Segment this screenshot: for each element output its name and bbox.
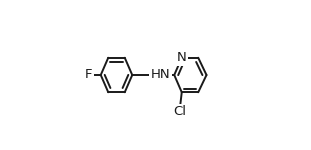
Text: HN: HN: [151, 69, 170, 81]
Text: N: N: [177, 51, 187, 64]
Text: Cl: Cl: [173, 105, 186, 118]
Text: F: F: [85, 69, 92, 81]
